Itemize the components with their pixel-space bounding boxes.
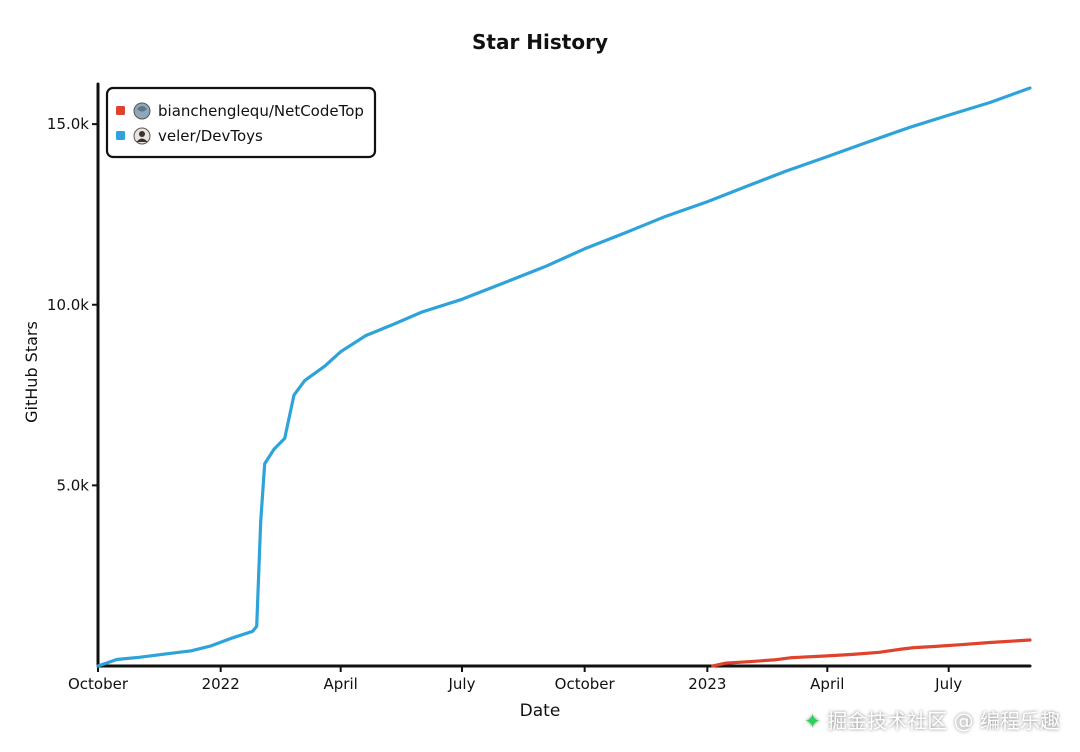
- x-tick-label: July: [934, 675, 962, 693]
- series-line-netcodetop: [711, 638, 1032, 668]
- x-axis-ticks: October 2022 April July October 2023 April July: [68, 666, 962, 693]
- series-lines: [96, 86, 1032, 668]
- legend-box: [105, 86, 377, 159]
- x-tick-label: 2023: [688, 675, 726, 693]
- watermark-text: 掘金技术社区 @ 编程乐趣: [827, 709, 1060, 733]
- legend: bianchenglequ/NetCodeTop veler/DevToys: [105, 86, 377, 159]
- juejin-logo-icon: ✦: [804, 709, 821, 733]
- plot-area: [96, 82, 1032, 668]
- x-tick-label: July: [448, 675, 476, 693]
- x-tick-label: April: [810, 675, 844, 693]
- legend-swatch: [116, 131, 125, 140]
- repo-avatar-globe-icon: [133, 102, 151, 120]
- user-avatar-icon: [133, 127, 151, 145]
- y-tick-label: 5.0k: [56, 476, 89, 494]
- legend-label: bianchenglequ/NetCodeTop: [158, 102, 364, 120]
- y-axis-ticks: 5.0k 10.0k 15.0k: [47, 115, 98, 494]
- x-tick-label: October: [555, 675, 616, 693]
- x-axis-label: Date: [520, 701, 561, 721]
- watermark: ✦ 掘金技术社区 @ 编程乐趣: [804, 705, 1060, 734]
- x-tick-label: October: [68, 675, 129, 693]
- y-axis-label: GitHub Stars: [22, 321, 41, 423]
- legend-swatch: [116, 106, 125, 115]
- x-tick-label: 2022: [202, 675, 240, 693]
- chart-title: Star History: [472, 30, 608, 54]
- y-tick-label: 10.0k: [47, 296, 89, 314]
- y-tick-label: 15.0k: [47, 115, 89, 133]
- x-tick-label: April: [324, 675, 358, 693]
- legend-label: veler/DevToys: [158, 127, 263, 145]
- series-line-devtoys: [96, 86, 1032, 668]
